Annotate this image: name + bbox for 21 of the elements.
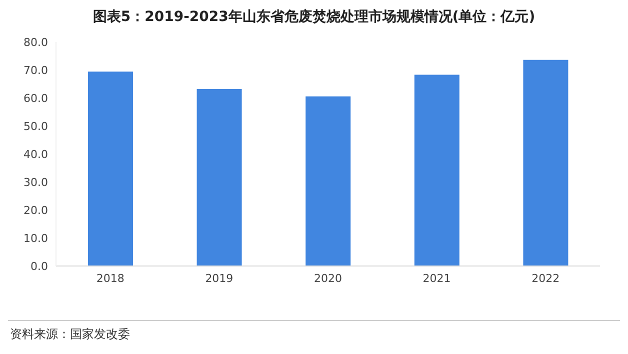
text: 资料来源：国家发改委 — [10, 327, 130, 341]
chart-title: 图表5：2019-2023年山东省危废焚烧处理市场规模情况(单位：亿元) — [92, 8, 536, 26]
y-tick-label: 20.0 — [24, 204, 48, 217]
y-tick-label: 10.0 — [24, 232, 48, 245]
x-tick-label: 2019 — [205, 272, 234, 285]
y-tick-label: 40.0 — [24, 148, 48, 161]
bar — [88, 72, 133, 266]
y-tick-label: 30.0 — [24, 176, 48, 189]
y-tick-label: 50.0 — [24, 120, 48, 133]
x-tick-label: 2018 — [96, 272, 124, 285]
y-tick-label: 60.0 — [24, 92, 48, 105]
y-tick-label: 70.0 — [24, 64, 48, 77]
bar — [196, 89, 242, 266]
y-tick-label: 0.0 — [30, 260, 48, 273]
bar — [414, 74, 460, 266]
y-tick-label: 80.0 — [24, 36, 48, 49]
x-tick-label: 2022 — [532, 272, 560, 285]
bar — [306, 96, 351, 266]
x-tick-label: 2021 — [422, 272, 451, 285]
bar — [523, 60, 568, 266]
x-tick-label: 2020 — [314, 272, 342, 285]
